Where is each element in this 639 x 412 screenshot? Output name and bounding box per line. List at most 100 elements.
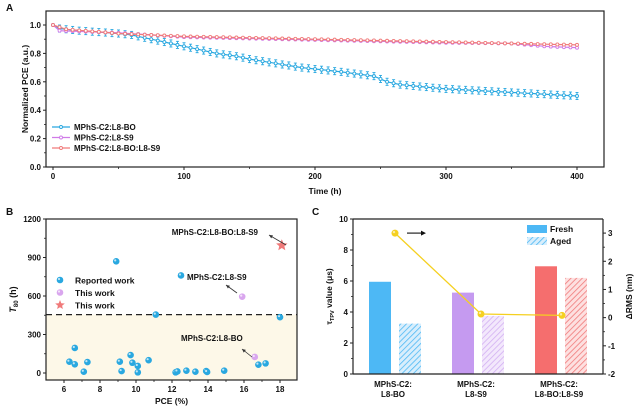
data-point [168, 33, 173, 38]
data-point [522, 41, 527, 46]
data-point [339, 37, 344, 42]
data-point [535, 91, 540, 96]
data-point [251, 353, 259, 361]
data-point [293, 36, 298, 41]
data-point [463, 87, 468, 92]
delta-rms-point-highlight [559, 313, 563, 316]
fresh-bar [452, 292, 474, 374]
data-point [417, 84, 422, 89]
y2-tick-label: 1 [608, 285, 613, 294]
data-point [391, 38, 396, 43]
data-point-highlight [263, 361, 266, 364]
data-point [208, 34, 213, 39]
data-point [175, 34, 180, 39]
y-tick-label: 6 [344, 277, 349, 286]
data-point [260, 36, 265, 41]
data-point-highlight [222, 368, 225, 371]
data-point [116, 31, 121, 36]
data-point [372, 74, 376, 79]
data-point [548, 42, 553, 47]
x-tick-label: 16 [240, 385, 249, 394]
data-point [378, 38, 383, 43]
data-point [145, 356, 152, 364]
data-point [71, 360, 79, 368]
data-point [142, 32, 147, 37]
data-point [424, 39, 429, 44]
data-point-highlight [146, 358, 149, 361]
data-point [109, 31, 114, 35]
data-point [561, 93, 566, 98]
data-point [372, 38, 376, 43]
data-point [182, 44, 186, 49]
scatter-series-0 [66, 258, 284, 376]
legend-label: Reported work [75, 276, 135, 286]
data-point [247, 35, 252, 40]
data-point [457, 40, 462, 45]
panel-label-c: C [312, 207, 319, 218]
delta-rms-point-highlight [478, 311, 482, 315]
data-point-highlight [135, 363, 138, 367]
data-point [267, 36, 272, 41]
data-point [496, 89, 501, 94]
data-point [358, 72, 363, 77]
data-point [424, 85, 429, 90]
data-point [457, 87, 462, 92]
data-point [444, 86, 448, 91]
data-point [555, 92, 560, 97]
data-point [227, 35, 232, 40]
data-point [77, 28, 82, 33]
data-point [221, 52, 226, 57]
y2-tick-label: -1 [608, 342, 616, 351]
legend-label: MPhS-C2:L8-S9 [74, 134, 134, 143]
scatter-series-1 [238, 293, 259, 361]
data-point [509, 41, 514, 46]
y-axis-label: Normalized PCE (a.u.) [20, 45, 30, 133]
data-point [345, 70, 350, 75]
data-point [221, 35, 226, 40]
data-point [254, 58, 258, 63]
legend-marker-highlight [57, 290, 61, 293]
data-point [118, 367, 125, 375]
data-point [127, 351, 134, 359]
data-point [385, 38, 389, 43]
y-tick-label: 300 [28, 331, 42, 340]
data-point [332, 69, 337, 74]
y2-tick-label: 0 [608, 314, 613, 323]
annotation-label: MPhS-C2:L8-BO:L8-S9 [172, 228, 259, 237]
data-point [319, 37, 324, 42]
aged-bar [565, 277, 587, 374]
legend-label: MPhS-C2:L8-BO:L8-S9 [74, 144, 161, 153]
data-point [182, 34, 186, 39]
data-point [326, 68, 331, 73]
legend-marker [59, 135, 63, 140]
data-point [450, 40, 455, 45]
x-tick-label: 14 [204, 385, 213, 394]
data-point [476, 88, 481, 93]
panel-label-a: A [6, 3, 13, 14]
panel-label-b: B [6, 207, 13, 218]
category-label: MPhS-C2: [374, 380, 412, 389]
data-point [575, 42, 579, 47]
data-point [385, 79, 389, 84]
data-point [57, 25, 62, 30]
data-point [444, 40, 448, 44]
data-point [134, 362, 142, 370]
data-point [71, 344, 79, 352]
legend-marker [56, 276, 64, 284]
data-point [227, 53, 232, 58]
legend-marker [59, 125, 63, 129]
annotation-label: MPhS-C2:L8-S9 [187, 273, 247, 282]
category-label: L8-BO:L8-S9 [535, 390, 584, 399]
data-point [286, 63, 291, 68]
fresh-bar [535, 266, 557, 374]
y-tick-label: 4 [344, 308, 349, 317]
star-data-point [276, 239, 288, 251]
data-point [463, 40, 468, 45]
legend-label: MPhS-C2:L8-BO [74, 123, 136, 132]
data-point [103, 30, 108, 35]
data-point-highlight [175, 369, 178, 372]
data-point [516, 90, 520, 95]
data-point [293, 64, 298, 69]
data-point-highlight [256, 362, 259, 365]
data-point [90, 29, 95, 34]
